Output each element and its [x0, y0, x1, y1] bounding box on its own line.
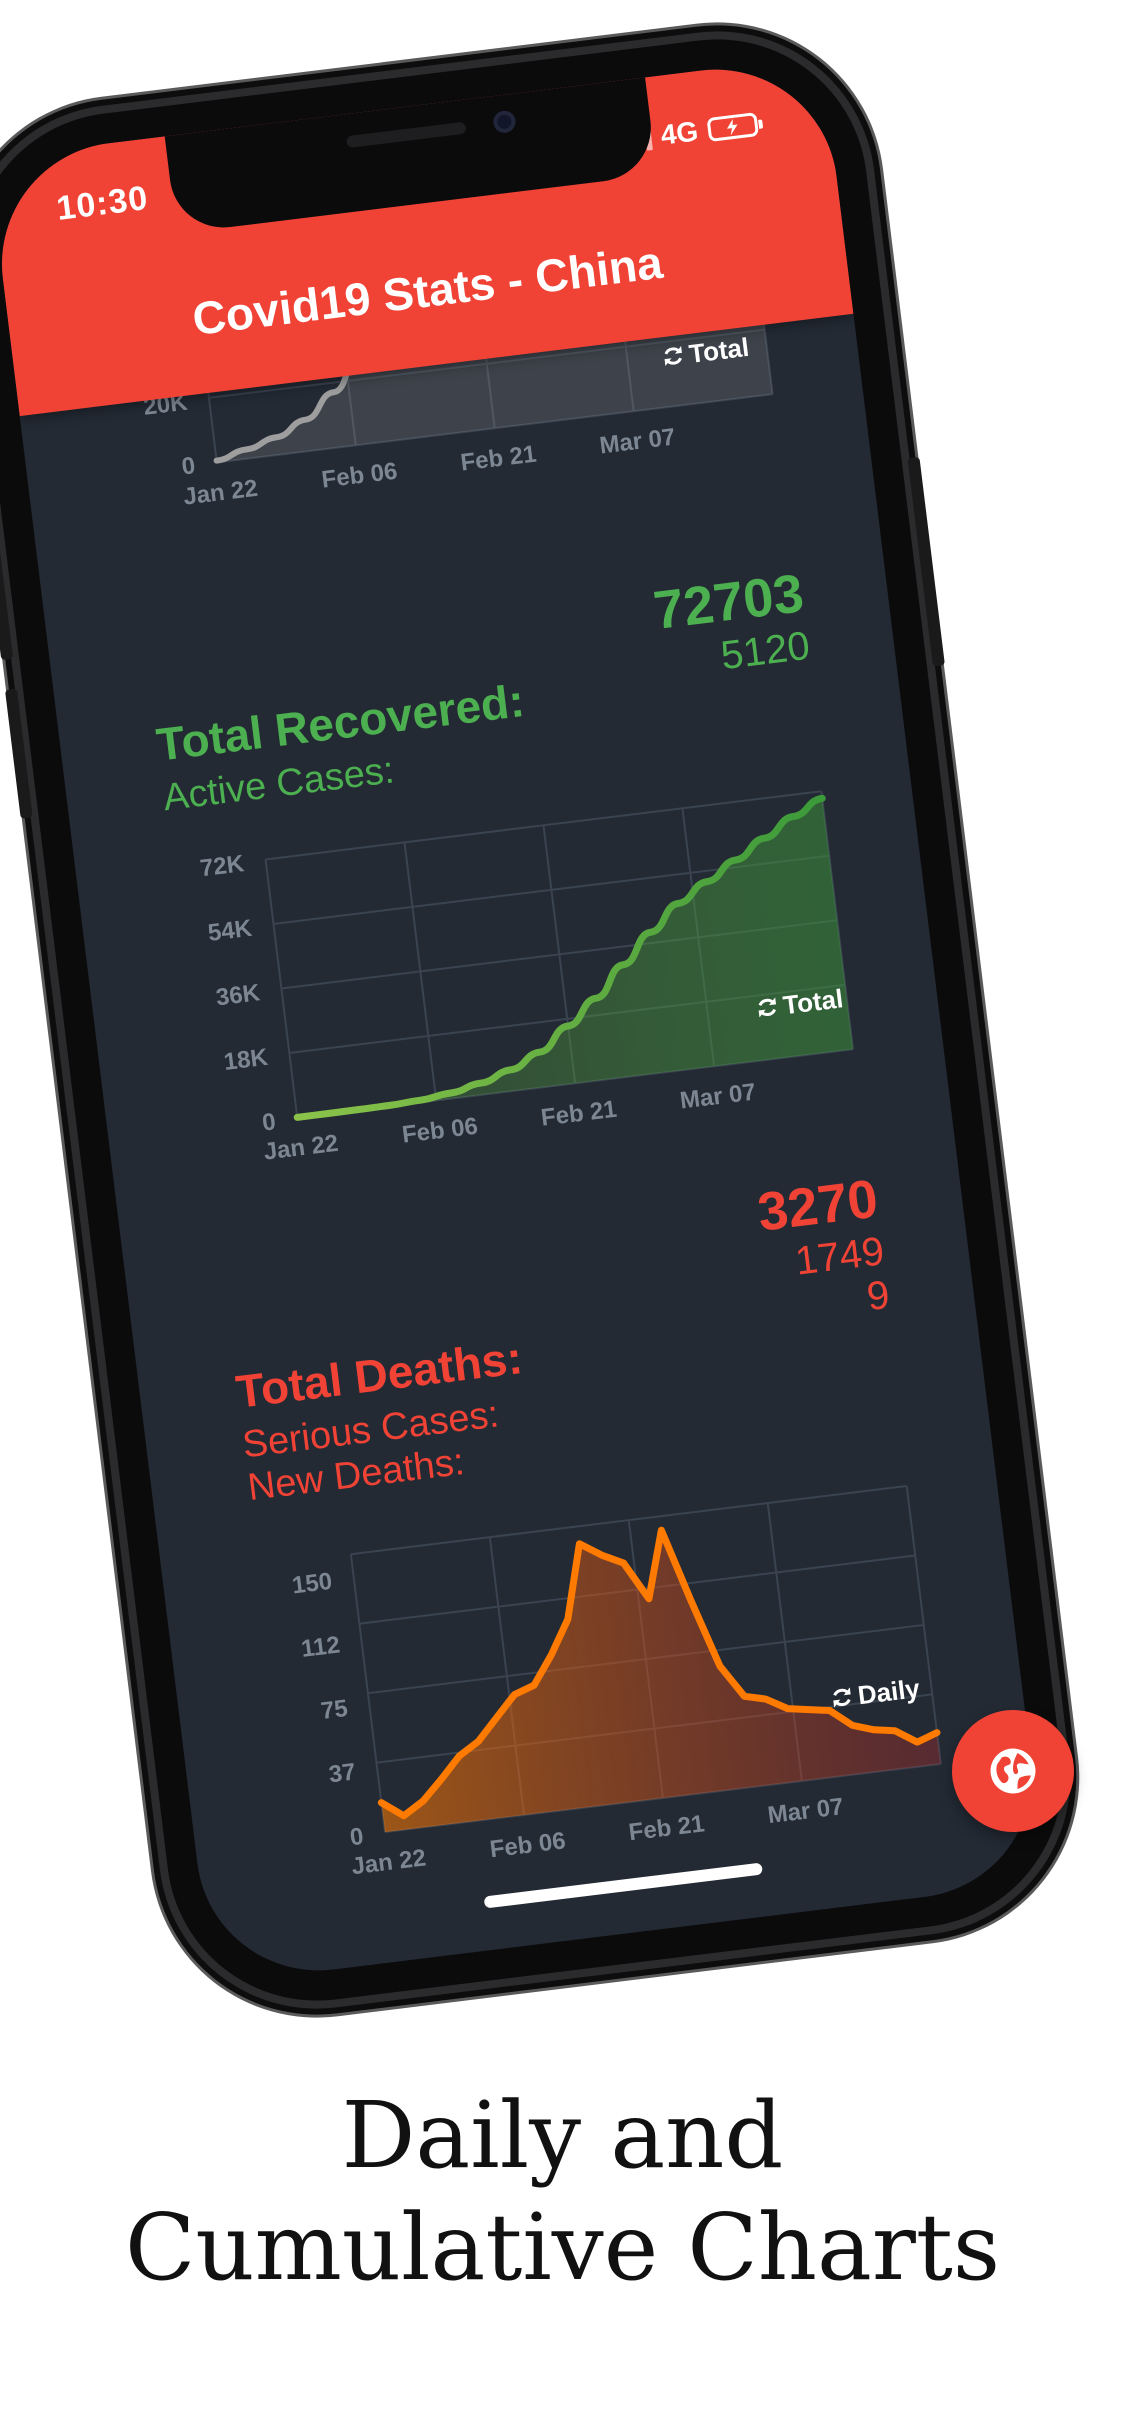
refresh-icon	[758, 997, 777, 1018]
recovered-x-tick-feb21: Feb 21	[539, 1096, 618, 1132]
confirmed-line	[213, 261, 744, 464]
app-header: 10:30 4G Covid19 Stats - China	[0, 55, 854, 417]
recovered-area	[297, 798, 854, 1118]
phone-mockup: 20K 0 Jan 22 Feb 06 Feb 21 Mar 07 Total	[0, 22, 1080, 2018]
deaths-x-tick-mar07: Mar 07	[766, 1793, 845, 1829]
phone-screen: 20K 0 Jan 22 Feb 06 Feb 21 Mar 07 Total	[0, 55, 1046, 1985]
deaths-area	[381, 1530, 941, 1833]
marketing-caption: Daily and Cumulative Charts	[0, 2080, 1125, 2304]
deaths-y-tick-75: 75	[319, 1695, 349, 1725]
deaths-y-tick-150: 150	[291, 1568, 334, 1600]
deaths-mode-toggle[interactable]: Daily	[831, 1673, 922, 1713]
deaths-summary: Total Deaths: Serious Cases: New Deaths:…	[219, 1168, 907, 1516]
globe-button[interactable]	[952, 1710, 1074, 1832]
deaths-mode-label: Daily	[856, 1673, 922, 1710]
recovered-y-tick-54k: 54K	[206, 915, 254, 947]
recovered-y-tick-72k: 72K	[199, 850, 247, 882]
stats-scroll-view[interactable]: 20K 0 Jan 22 Feb 06 Feb 21 Mar 07 Total	[0, 56, 1046, 1985]
confirmed-y-tick-0: 0	[180, 452, 197, 480]
recovered-line	[293, 794, 826, 1121]
recovered-y-tick-18k: 18K	[222, 1044, 270, 1076]
confirmed-mode-label: Total	[687, 332, 750, 369]
deaths-y-tick-0: 0	[348, 1823, 365, 1851]
recovered-y-tick-36k: 36K	[214, 979, 262, 1011]
confirmed-x-tick-jan22: Jan 22	[182, 475, 259, 511]
deaths-y-tick-112: 112	[300, 1631, 342, 1663]
network-type: 4G	[659, 115, 700, 151]
confirmed-x-tick-feb21: Feb 21	[459, 441, 538, 477]
status-indicators: 4G	[616, 106, 760, 159]
deaths-y-tick-37: 37	[327, 1758, 357, 1788]
speaker-grille	[346, 121, 467, 149]
deaths-chart: 150 112 75 37 0 Jan 22 Feb 06 Feb 21 Mar…	[291, 1484, 942, 1880]
front-camera	[492, 109, 517, 135]
deaths-line	[377, 1526, 941, 1820]
caption-line-1: Daily and	[341, 2082, 784, 2189]
recovered-x-tick-feb06: Feb 06	[401, 1113, 480, 1149]
confirmed-mode-toggle[interactable]: Total	[662, 332, 751, 372]
recovered-mode-label: Total	[781, 983, 844, 1020]
recovered-y-tick-0: 0	[261, 1108, 278, 1136]
recovered-mode-toggle[interactable]: Total	[757, 983, 845, 1023]
deaths-x-tick-feb06: Feb 06	[488, 1827, 567, 1863]
confirmed-x-tick-mar07: Mar 07	[598, 423, 677, 459]
recovered-chart: 72K 54K 36K 18K 0 Jan 22 Feb 06 Feb 21 M…	[199, 790, 855, 1166]
recovered-x-tick-mar07: Mar 07	[678, 1079, 757, 1115]
deaths-x-tick-feb21: Feb 21	[627, 1810, 706, 1846]
status-time: 10:30	[54, 178, 151, 228]
refresh-icon	[664, 345, 682, 367]
battery-charging-icon	[706, 112, 760, 143]
globe-icon	[990, 1748, 1036, 1794]
refresh-icon	[833, 1687, 851, 1708]
caption-line-2: Cumulative Charts	[124, 2194, 1001, 2301]
confirmed-x-tick-feb06: Feb 06	[320, 458, 399, 494]
